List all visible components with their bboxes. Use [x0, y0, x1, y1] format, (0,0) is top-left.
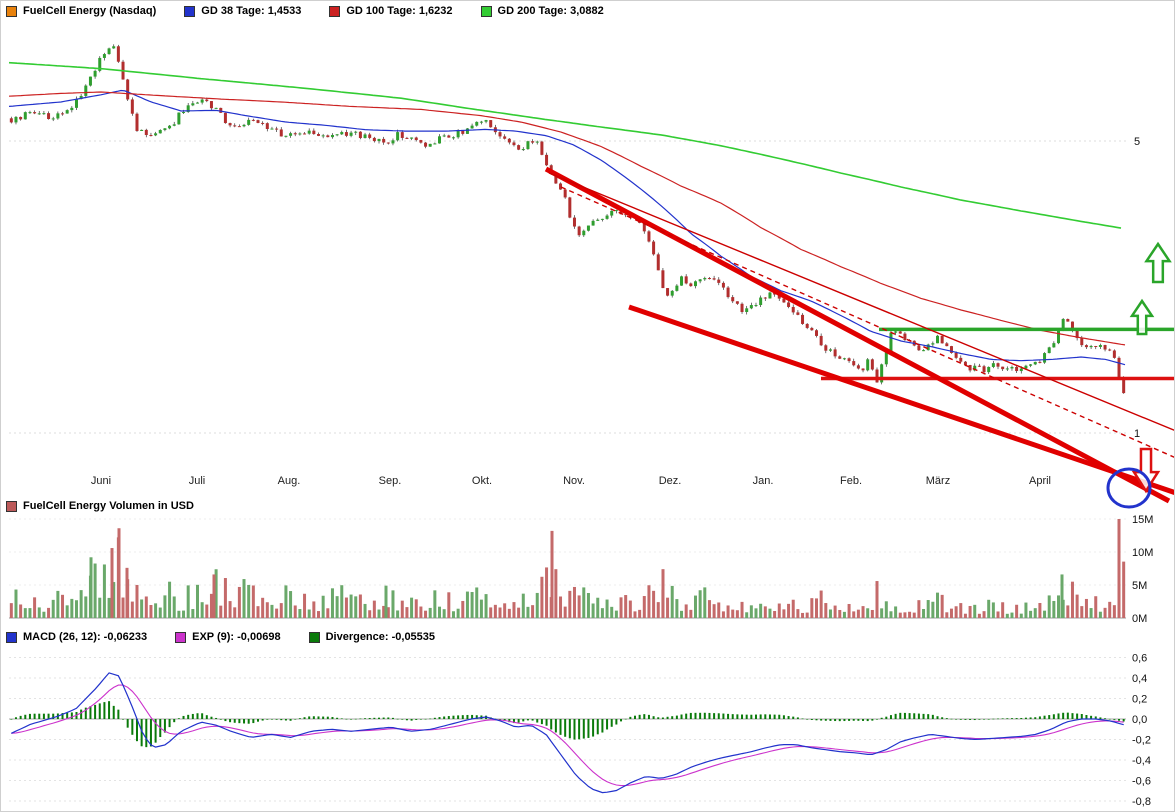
legend-label: GD 100 Tage: 1,6232 — [346, 5, 453, 17]
legend-item: FuelCell Energy Volumen in USD — [6, 500, 194, 512]
macd-legend: MACD (26, 12): -0,06233 EXP (9): -0,00698… — [6, 629, 463, 645]
month-label: Nov. — [563, 475, 585, 487]
month-label: Juni — [90, 475, 112, 487]
legend-color-swatch — [308, 631, 320, 643]
legend-item: FuelCell Energy (Nasdaq) — [6, 5, 156, 17]
legend-color-swatch — [184, 5, 196, 17]
macd-chart: 0,6 0,4 0,2 0,0 -0,2 -0,4 -0,6 -0,8 — [9, 653, 1151, 808]
legend-label: GD 200 Tage: 3,0882 — [497, 5, 604, 17]
legend-color-swatch — [6, 5, 17, 17]
legend-item: Divergence: -0,05535 — [308, 631, 436, 643]
month-label: Jan. — [752, 475, 774, 487]
svg-text:10M: 10M — [1132, 547, 1153, 559]
month-label: Okt. — [471, 475, 493, 487]
svg-text:-0,6: -0,6 — [1132, 776, 1151, 788]
legend-item: GD 100 Tage: 1,6232 — [329, 5, 453, 17]
svg-text:1: 1 — [1134, 428, 1140, 440]
legend-color-swatch — [175, 631, 187, 643]
x-axis-months: Juni Juli Aug. Sep. Okt. Nov. Dez. Jan. Feb. März… — [1, 475, 1174, 491]
month-label: April — [1028, 475, 1052, 487]
legend-label: FuelCell Energy Volumen in USD — [23, 500, 194, 512]
svg-text:0M: 0M — [1132, 613, 1147, 625]
svg-text:0,0: 0,0 — [1132, 714, 1147, 726]
month-label: Aug. — [277, 475, 301, 487]
volume-legend: FuelCell Energy Volumen in USD — [6, 498, 222, 514]
legend-item: EXP (9): -0,00698 — [175, 631, 281, 643]
svg-text:15M: 15M — [1132, 514, 1153, 526]
legend-color-swatch — [480, 5, 492, 17]
svg-text:-0,2: -0,2 — [1132, 735, 1151, 747]
legend-color-swatch — [329, 5, 341, 17]
legend-item: GD 38 Tage: 1,4533 — [184, 5, 301, 17]
legend-color-swatch — [6, 631, 17, 643]
month-label: Feb. — [839, 475, 863, 487]
legend-label: FuelCell Energy (Nasdaq) — [23, 5, 157, 17]
price-chart: 51 — [8, 44, 1174, 509]
legend-label: MACD (26, 12): -0,06233 — [23, 631, 148, 643]
legend-label: EXP (9): -0,00698 — [192, 631, 281, 643]
svg-text:0,2: 0,2 — [1132, 694, 1147, 706]
legend-label: GD 38 Tage: 1,4533 — [201, 5, 302, 17]
month-label: März — [925, 475, 951, 487]
legend-item: MACD (26, 12): -0,06233 — [6, 631, 147, 643]
svg-text:5: 5 — [1134, 136, 1140, 148]
legend-item: GD 200 Tage: 3,0882 — [480, 5, 604, 17]
svg-text:5M: 5M — [1132, 580, 1147, 592]
svg-text:0,4: 0,4 — [1132, 673, 1147, 685]
svg-text:0,6: 0,6 — [1132, 653, 1147, 665]
price-legend: FuelCell Energy (Nasdaq) GD 38 Tage: 1,45… — [6, 3, 632, 19]
volume-chart: 15M 10M 5M 0M — [9, 514, 1153, 625]
month-label: Juli — [188, 475, 206, 487]
svg-text:-0,8: -0,8 — [1132, 796, 1151, 808]
month-label: Sep. — [378, 475, 402, 487]
svg-text:-0,4: -0,4 — [1132, 755, 1151, 767]
legend-color-swatch — [6, 500, 17, 512]
legend-label: Divergence: -0,05535 — [325, 631, 436, 643]
month-label: Dez. — [658, 475, 682, 487]
